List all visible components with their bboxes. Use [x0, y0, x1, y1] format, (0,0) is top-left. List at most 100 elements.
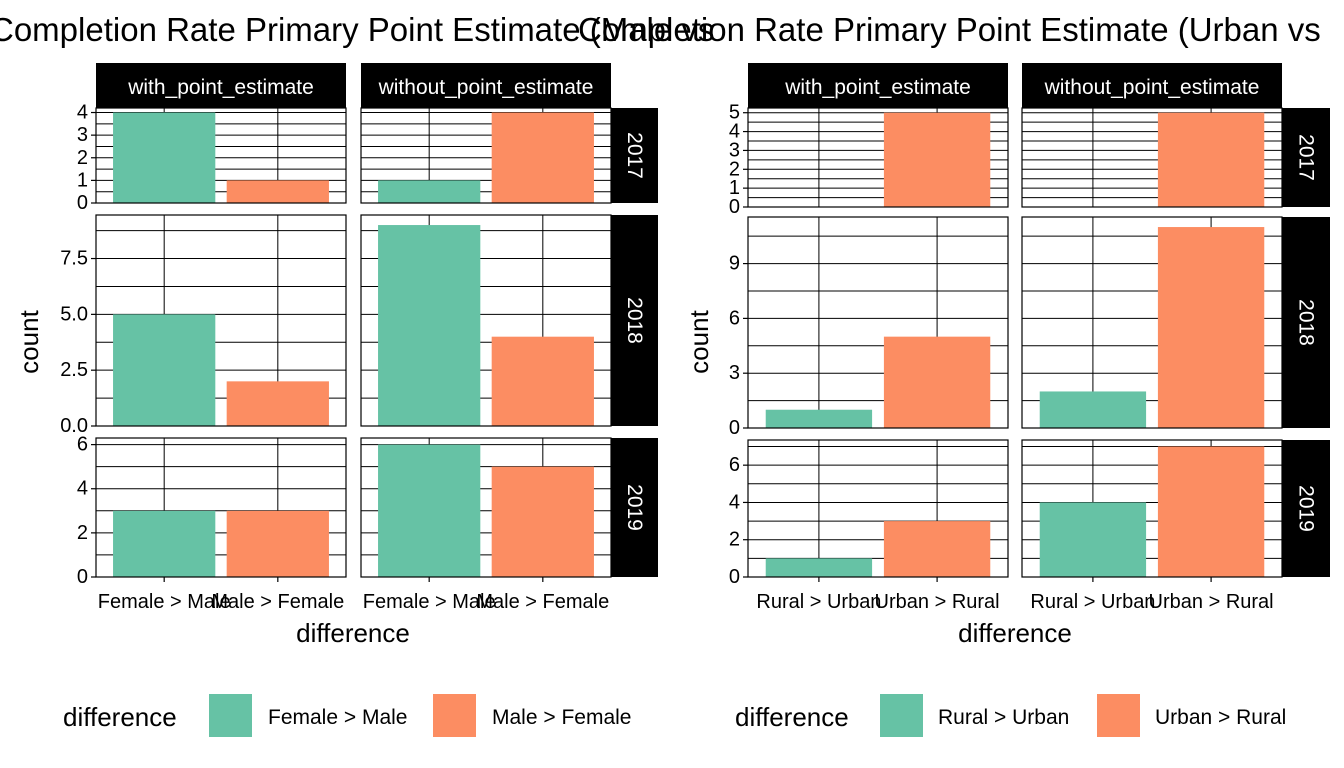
- facet-col-strip: [361, 63, 611, 108]
- facet-row-label: 2017: [1295, 134, 1318, 181]
- facet-col-strip: [748, 63, 1008, 108]
- bar: [883, 336, 991, 428]
- legend-title: difference: [735, 702, 849, 732]
- legend: difference Rural > Urban Urban > Rural: [735, 694, 1286, 737]
- bar: [378, 180, 481, 203]
- y-tick-label: 4: [729, 121, 740, 143]
- panel: [95, 437, 347, 578]
- panel: [747, 439, 1009, 578]
- panel: [747, 216, 1009, 429]
- panel-border: [747, 439, 1009, 578]
- panel-border: [95, 107, 347, 204]
- y-tick-label: 5.0: [60, 303, 88, 325]
- bar: [113, 112, 216, 203]
- y-axis-title: count: [684, 309, 714, 373]
- bar: [378, 225, 481, 426]
- chart-title: Completion Rate Primary Point Estimate (…: [0, 11, 714, 48]
- y-tick-label: 4: [77, 102, 88, 124]
- x-tick-label: Male > Female: [476, 591, 609, 613]
- facet-row-label: 2018: [1295, 299, 1318, 346]
- bar: [113, 314, 216, 426]
- y-tick-label: 0: [77, 192, 88, 214]
- bar: [226, 180, 329, 203]
- panel-border: [1021, 107, 1283, 208]
- y-tick-label: 4: [729, 491, 740, 513]
- y-tick-label: 1: [77, 169, 88, 191]
- panel-border: [360, 214, 612, 427]
- y-tick-label: 3: [729, 362, 740, 384]
- facet-row-strip: [1282, 108, 1330, 207]
- facet-row-label: 2018: [623, 297, 646, 344]
- facet-row-strip: [1282, 440, 1330, 577]
- y-tick-label: 6: [729, 454, 740, 476]
- panel-border: [747, 216, 1009, 429]
- panel: [360, 107, 612, 204]
- facet-row-label: 2019: [1295, 485, 1318, 532]
- facet-row-label: 2019: [623, 484, 646, 531]
- panel: [1021, 216, 1283, 429]
- panel: [1021, 107, 1283, 208]
- panel-border: [1021, 216, 1283, 429]
- panel-border: [747, 107, 1009, 208]
- panel-border: [360, 437, 612, 578]
- panel-border: [95, 214, 347, 427]
- y-tick-label: 0: [729, 417, 740, 439]
- y-tick-label: 2: [729, 158, 740, 180]
- facet-col-label: with_point_estimate: [784, 76, 971, 99]
- panel: [95, 107, 347, 204]
- facet-col-label: with_point_estimate: [127, 76, 314, 99]
- legend: difference Female > Male Male > Female: [63, 694, 631, 737]
- legend-label: Rural > Urban: [938, 706, 1069, 729]
- chart-2: Completion Rate Primary Point Estimate (…: [578, 11, 1330, 737]
- y-tick-label: 0: [729, 566, 740, 588]
- bar: [226, 381, 329, 426]
- panel: [95, 214, 347, 427]
- y-tick-label: 0: [729, 196, 740, 218]
- panel-border: [360, 107, 612, 204]
- bar: [1039, 502, 1147, 577]
- bar: [491, 466, 594, 577]
- panel: [747, 107, 1009, 208]
- y-tick-label: 2: [77, 147, 88, 169]
- panel-border: [1021, 439, 1283, 578]
- y-tick-label: 6: [729, 307, 740, 329]
- legend-label: Male > Female: [492, 706, 631, 729]
- x-tick-label: Male > Female: [211, 591, 344, 613]
- y-tick-label: 2.5: [60, 359, 88, 381]
- legend-swatch: [880, 694, 923, 737]
- y-tick-label: 2: [77, 522, 88, 544]
- x-tick-label: Rural > Urban: [1030, 591, 1155, 613]
- y-tick-label: 4: [77, 478, 88, 500]
- facet-row-strip: [611, 438, 658, 577]
- legend-swatch: [1097, 694, 1140, 737]
- bar: [1157, 227, 1265, 428]
- bar: [1157, 446, 1265, 577]
- facet-row-label: 2017: [623, 132, 646, 179]
- panel: [360, 214, 612, 427]
- x-tick-label: Urban > Rural: [1149, 591, 1274, 613]
- bar: [113, 510, 216, 577]
- y-tick-label: 0: [77, 566, 88, 588]
- y-tick-label: 6: [77, 434, 88, 456]
- facet-col-label: without_point_estimate: [378, 76, 594, 99]
- legend-swatch: [209, 694, 252, 737]
- panel: [360, 437, 612, 578]
- y-axis-title: count: [14, 309, 44, 373]
- y-tick-label: 3: [729, 139, 740, 161]
- facet-col-label: without_point_estimate: [1044, 76, 1260, 99]
- y-tick-label: 7.5: [60, 248, 88, 270]
- bar: [883, 112, 991, 207]
- bar: [226, 510, 329, 577]
- facet-col-strip: [1022, 63, 1282, 108]
- x-tick-label: Urban > Rural: [875, 591, 1000, 613]
- y-tick-label: 0.0: [60, 415, 88, 437]
- y-tick-label: 5: [729, 102, 740, 124]
- bar: [765, 409, 873, 428]
- y-tick-label: 1: [729, 177, 740, 199]
- bar: [378, 444, 481, 577]
- y-tick-label: 9: [729, 253, 740, 275]
- x-tick-label: Female > Male: [363, 591, 496, 613]
- bar: [883, 521, 991, 577]
- facet-row-strip: [611, 108, 658, 203]
